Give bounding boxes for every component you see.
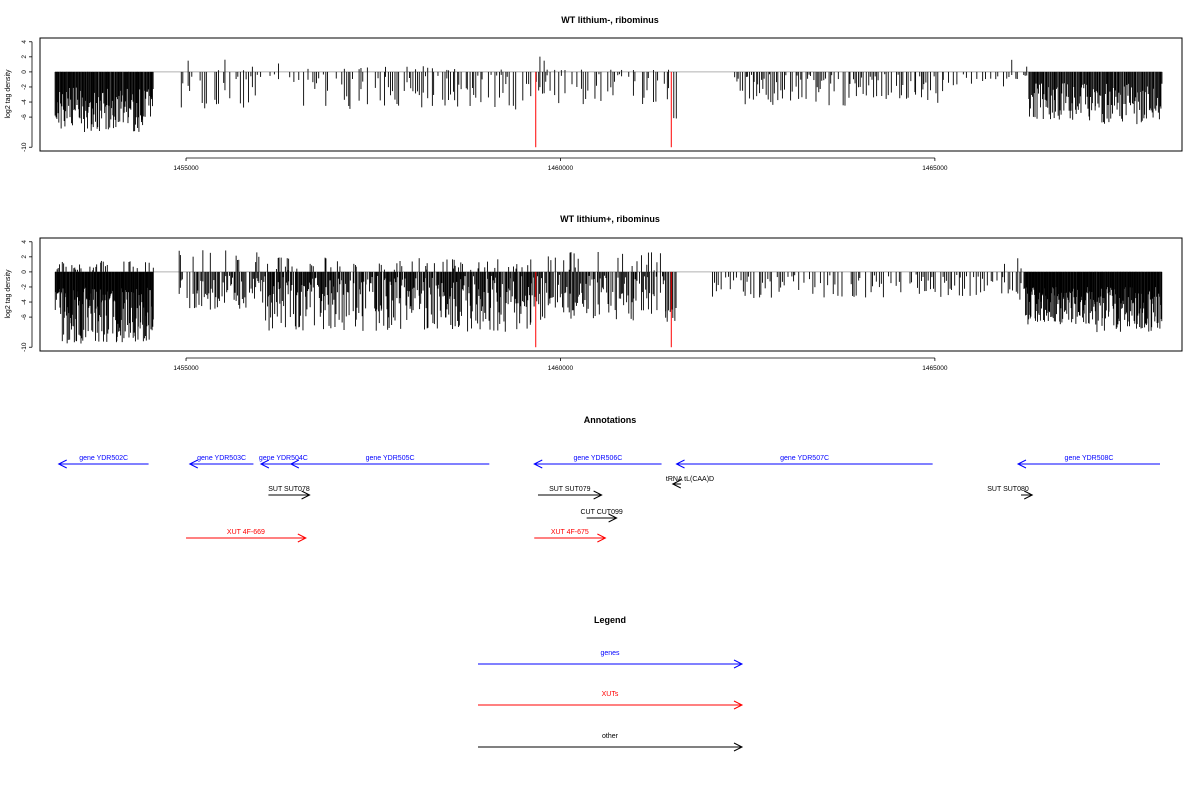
density-bars <box>54 250 1163 344</box>
feature-gene-ydr506c[interactable]: gene YDR506C <box>533 455 662 469</box>
y-tick-label: 4 <box>21 240 28 244</box>
annotations-title: Annotations <box>584 415 637 425</box>
y-tick-label: -2 <box>21 284 28 290</box>
y-axis-label: log2 tag density <box>5 69 12 119</box>
legend-item-other: other <box>478 733 744 752</box>
feature-gene-ydr504c[interactable]: gene YDR504C <box>259 455 308 469</box>
feature-label: gene YDR505C <box>366 455 415 462</box>
arrowhead <box>593 490 603 500</box>
x-tick-label: 1455000 <box>173 165 199 172</box>
arrowhead <box>301 490 311 500</box>
feature-label: XUT 4F-669 <box>227 529 265 536</box>
feature-gene-ydr507c[interactable]: gene YDR507C <box>675 455 933 469</box>
feature-label: SUT SUT079 <box>549 486 591 493</box>
feature-sut-sut080[interactable]: SUT SUT080 <box>987 486 1034 500</box>
feature-xut-4f-669[interactable]: XUT 4F-669 <box>186 529 307 543</box>
x-tick-label: 1460000 <box>548 365 574 372</box>
arrowhead <box>259 459 270 469</box>
arrowhead <box>1016 459 1027 469</box>
legend-title: Legend <box>594 615 626 625</box>
y-tick-label: -4 <box>21 99 28 105</box>
legend-label: other <box>602 733 619 740</box>
feature-label: CUT CUT099 <box>580 509 622 516</box>
y-tick-label: -6 <box>21 314 28 320</box>
feature-trna-tl-caa-d[interactable]: tRNA tL(CAA)D <box>666 476 714 489</box>
feature-label: tRNA tL(CAA)D <box>666 476 714 483</box>
arrowhead <box>733 659 744 669</box>
arrowhead <box>733 700 744 710</box>
feature-label: gene YDR507C <box>780 455 829 462</box>
feature-gene-ydr503c[interactable]: gene YDR503C <box>188 455 254 469</box>
track-panel-lithium-minus: WT lithium-, ribominus log2 tag density … <box>5 15 1183 172</box>
y-tick-label: 2 <box>21 55 28 59</box>
track-title: WT lithium+, ribominus <box>560 214 660 224</box>
arrowhead <box>297 533 307 543</box>
arrowhead <box>671 479 682 489</box>
y-tick-label: -4 <box>21 299 28 305</box>
feature-label: gene YDR506C <box>573 455 622 462</box>
feature-sut-sut079[interactable]: SUT SUT079 <box>537 486 603 500</box>
y-tick-label: -10 <box>21 142 28 152</box>
arrowhead <box>188 459 198 469</box>
feature-label: gene YDR508C <box>1065 455 1114 462</box>
feature-label: gene YDR504C <box>259 455 308 462</box>
feature-sut-sut078[interactable]: SUT SUT078 <box>268 486 311 500</box>
arrowhead <box>608 513 618 523</box>
x-tick-label: 1460000 <box>548 165 574 172</box>
annotations-panel: Annotations gene YDR502C gene YDR503C gene… <box>57 415 1160 543</box>
arrowhead <box>57 459 67 469</box>
feature-label: SUT SUT078 <box>268 486 310 493</box>
track-panel-lithium-plus: WT lithium+, ribominus log2 tag density … <box>5 214 1183 372</box>
x-tick-label: 1455000 <box>173 365 199 372</box>
legend-label: genes <box>600 650 620 657</box>
feature-gene-ydr508c[interactable]: gene YDR508C <box>1016 455 1160 469</box>
arrowhead <box>533 459 543 469</box>
feature-xut-4f-675[interactable]: XUT 4F-675 <box>534 529 607 543</box>
feature-label: gene YDR502C <box>79 455 128 462</box>
y-tick-label: 0 <box>21 270 28 274</box>
y-axis-label: log2 tag density <box>5 269 12 319</box>
feature-gene-ydr502c[interactable]: gene YDR502C <box>57 455 149 469</box>
y-tick-label: 4 <box>21 40 28 44</box>
y-tick-label: -2 <box>21 84 28 90</box>
plot-frame <box>39 37 1183 152</box>
feature-cut-cut099[interactable]: CUT CUT099 <box>580 509 623 523</box>
arrowhead <box>597 533 607 543</box>
feature-gene-ydr505c[interactable]: gene YDR505C <box>289 455 490 469</box>
arrowhead <box>1024 490 1034 500</box>
plot-frame <box>39 237 1183 352</box>
y-tick-label: 2 <box>21 255 28 259</box>
feature-label: XUT 4F-675 <box>551 529 589 536</box>
legend-label: XUTs <box>602 691 619 698</box>
legend: Legend genes XUTs other <box>478 615 744 752</box>
arrowhead <box>675 459 685 469</box>
legend-item-genes: genes <box>478 650 744 669</box>
track-title: WT lithium-, ribominus <box>561 15 659 25</box>
feature-label: gene YDR503C <box>197 455 246 462</box>
density-bars <box>54 56 1163 133</box>
x-tick-label: 1465000 <box>922 365 948 372</box>
arrowhead <box>733 742 744 752</box>
y-tick-label: -10 <box>21 342 28 352</box>
arrowhead <box>289 459 300 469</box>
y-tick-label: -6 <box>21 114 28 120</box>
y-tick-label: 0 <box>21 70 28 74</box>
legend-item-xuts: XUTs <box>478 691 744 710</box>
x-tick-label: 1465000 <box>922 165 948 172</box>
feature-label: SUT SUT080 <box>987 486 1029 493</box>
